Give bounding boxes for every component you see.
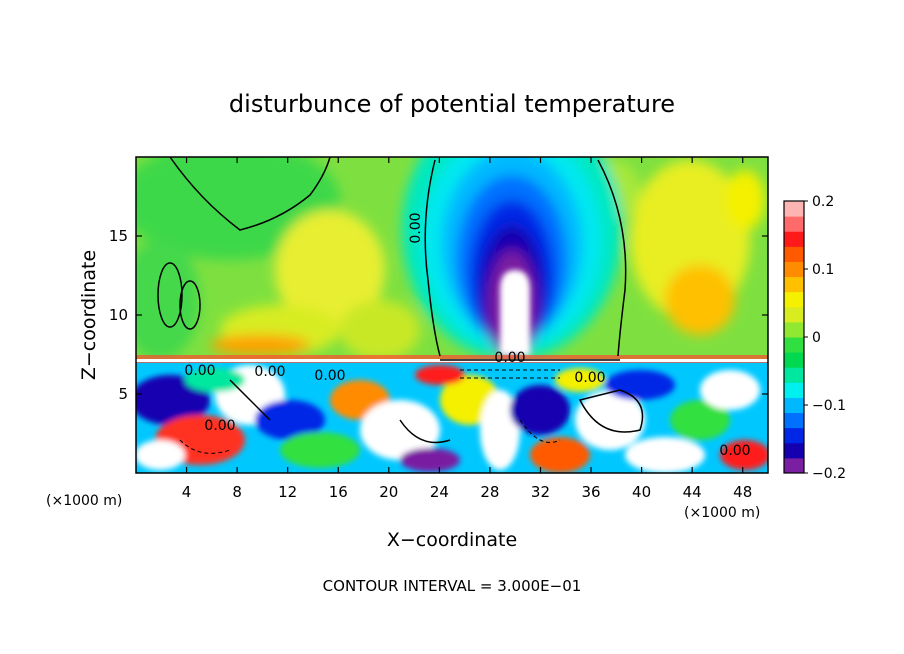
colorbar-swatch: [784, 382, 804, 398]
x-unit-label: (×1000 m): [684, 505, 760, 521]
colorbar: 0.2 0.1 0 −0.1 −0.2: [783, 194, 846, 482]
x-tick-label: 20: [379, 483, 398, 501]
y-tick-label: 15: [109, 227, 128, 245]
colorbar-swatch: [784, 352, 804, 368]
y-tick-label: 10: [109, 306, 128, 324]
y-axis: 5 10 15: [109, 227, 768, 403]
colorbar-swatch: [784, 306, 804, 323]
colorbar-swatch: [784, 231, 804, 247]
colorbar-swatch: [784, 201, 804, 217]
x-tick-label: 40: [632, 483, 651, 501]
contour-label: 0.00: [719, 443, 750, 459]
x-tick-label: 16: [329, 483, 348, 501]
x-tick-label: 32: [531, 483, 550, 501]
colorbar-tick-label: 0.2: [812, 194, 834, 210]
contour-label: 0.00: [574, 370, 605, 386]
contour-label: 0.00: [314, 368, 345, 384]
x-tick-label: 4: [182, 483, 192, 501]
colorbar-tick-label: 0: [812, 330, 821, 346]
colorbar-swatch: [784, 337, 804, 353]
y-unit-label: (×1000 m): [46, 493, 122, 509]
colorbar-swatch: [784, 397, 804, 414]
chart-title: disturbunce of potential temperature: [229, 90, 675, 118]
contour-label: 0.00: [408, 212, 424, 243]
colorbar-swatch: [784, 216, 804, 232]
colorbar-tick-label: −0.2: [812, 466, 846, 482]
colorbar-swatch: [784, 442, 804, 459]
heatmap-field: [136, 157, 768, 473]
colorbar-swatch: [784, 276, 804, 293]
colorbar-swatch: [784, 457, 804, 474]
x-tick-label: 12: [278, 483, 297, 501]
colorbar-tick-label: 0.1: [812, 262, 834, 278]
x-tick-label: 28: [480, 483, 499, 501]
colorbar-swatch: [784, 261, 804, 278]
colorbar-swatch: [784, 367, 804, 383]
contour-label: 0.00: [204, 418, 235, 434]
y-axis-label: Z−coordinate: [78, 250, 100, 380]
colorbar-swatch: [784, 412, 804, 429]
contour-label-group: 0.00 0.00 0.00 0.00 0.00 0.00 0.00 0.00: [184, 212, 750, 459]
y-tick-label: 5: [118, 385, 128, 403]
colorbar-swatch: [784, 291, 804, 308]
x-tick-label: 8: [232, 483, 242, 501]
x-tick-label: 24: [430, 483, 449, 501]
x-axis: 4 8 12 16 20 24 28 32 36 40 44 48: [182, 157, 752, 501]
contour-label: 0.00: [184, 363, 215, 379]
contour-lines: [157, 157, 644, 444]
colorbar-tick-label: −0.1: [812, 398, 846, 414]
contour-interval-note: CONTOUR INTERVAL = 3.000E−01: [323, 577, 582, 595]
x-tick-label: 48: [733, 483, 752, 501]
contour-label: 0.00: [254, 364, 285, 380]
x-axis-label: X−coordinate: [387, 529, 517, 551]
colorbar-swatch: [784, 246, 804, 262]
colorbar-swatch: [784, 321, 804, 338]
x-tick-label: 36: [581, 483, 600, 501]
contour-label: 0.00: [494, 350, 525, 366]
x-tick-label: 44: [683, 483, 702, 501]
colorbar-swatch: [784, 427, 804, 444]
